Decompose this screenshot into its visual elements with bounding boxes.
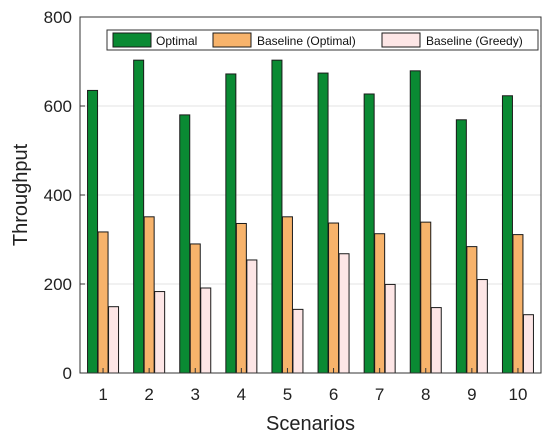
bar-baseline-greedy-scenario-10 <box>522 314 534 374</box>
bar-baseline-optimal-scenario-6 <box>328 222 340 374</box>
y-tick-label: 800 <box>44 8 72 27</box>
bar-baseline-optimal-scenario-1 <box>97 231 109 374</box>
x-tick-label: 6 <box>329 385 338 404</box>
axes-frame <box>79 16 542 374</box>
y-axis-title: Throughput <box>10 143 32 246</box>
bar-baseline-greedy-scenario-5 <box>292 308 304 374</box>
x-tick-label: 9 <box>467 385 476 404</box>
bar-optimal-scenario-5 <box>271 59 283 374</box>
bar-baseline-greedy-scenario-2 <box>154 291 166 374</box>
x-axis-title: Scenarios <box>266 413 355 433</box>
x-tick-label: 2 <box>144 385 153 404</box>
axes <box>79 16 542 374</box>
y-tick-label: 200 <box>44 275 72 294</box>
bar-baseline-optimal-scenario-4 <box>235 222 247 374</box>
bar-optimal-scenario-4 <box>225 73 237 374</box>
y-tick-label: 0 <box>63 364 72 383</box>
x-tick-label: 4 <box>237 385 246 404</box>
bar-optimal-scenario-7 <box>363 93 375 374</box>
bar-baseline-greedy-scenario-7 <box>384 283 396 374</box>
bar-optimal-scenario-3 <box>179 114 191 374</box>
bar-baseline-optimal-scenario-10 <box>512 234 524 374</box>
bar-optimal-scenario-1 <box>87 89 99 374</box>
bar-optimal-scenario-9 <box>455 119 467 374</box>
bar-baseline-greedy-scenario-8 <box>430 307 442 374</box>
legend: Optimal Baseline (Optimal) Baseline (Gre… <box>106 29 539 51</box>
x-tick-label: 10 <box>508 385 527 404</box>
bar-baseline-optimal-scenario-5 <box>281 216 293 374</box>
bar-optimal-scenario-2 <box>133 59 145 374</box>
x-tick-label: 7 <box>375 385 384 404</box>
x-tick-label: 8 <box>421 385 430 404</box>
y-tick-label: 600 <box>44 97 72 116</box>
bar-baseline-greedy-scenario-6 <box>338 253 350 374</box>
bar-optimal-scenario-6 <box>317 72 329 374</box>
bar-baseline-greedy-scenario-1 <box>108 306 120 374</box>
legend-label-optimal: Optimal <box>156 34 197 48</box>
bar-baseline-optimal-scenario-9 <box>466 246 478 374</box>
bar-baseline-optimal-scenario-2 <box>143 216 155 374</box>
x-tick-label: 3 <box>191 385 200 404</box>
bar-baseline-optimal-scenario-3 <box>189 243 201 374</box>
legend-swatch-baseline-optimal <box>212 32 252 48</box>
legend-swatch-baseline-greedy <box>381 32 421 48</box>
legend-label-baseline-optimal: Baseline (Optimal) <box>257 34 356 48</box>
bar-baseline-greedy-scenario-3 <box>200 287 212 374</box>
bar-baseline-optimal-scenario-7 <box>374 233 386 374</box>
bar-baseline-optimal-scenario-8 <box>420 221 432 374</box>
legend-label-baseline-greedy: Baseline (Greedy) <box>426 34 523 48</box>
x-tick-label: 5 <box>283 385 292 404</box>
bar-baseline-greedy-scenario-9 <box>476 279 488 374</box>
x-tick-label: 1 <box>98 385 107 404</box>
bar-baseline-greedy-scenario-4 <box>246 259 258 374</box>
bar-optimal-scenario-8 <box>409 70 421 374</box>
legend-swatch-optimal <box>112 32 152 48</box>
tick-labels: 0 200 400 600 800 1 2 3 4 5 6 7 8 9 10 <box>44 8 528 404</box>
bar-optimal-scenario-10 <box>501 95 513 374</box>
y-tick-label: 400 <box>44 186 72 205</box>
